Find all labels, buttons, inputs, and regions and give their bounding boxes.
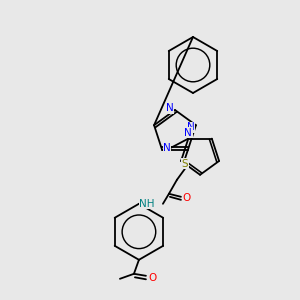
Text: O: O (183, 193, 191, 203)
Text: N: N (166, 103, 174, 113)
Text: N: N (184, 128, 192, 138)
Text: S: S (182, 159, 188, 169)
Text: O: O (149, 273, 157, 283)
Text: N: N (187, 122, 195, 132)
Text: N: N (163, 143, 171, 153)
Text: NH: NH (140, 199, 155, 209)
